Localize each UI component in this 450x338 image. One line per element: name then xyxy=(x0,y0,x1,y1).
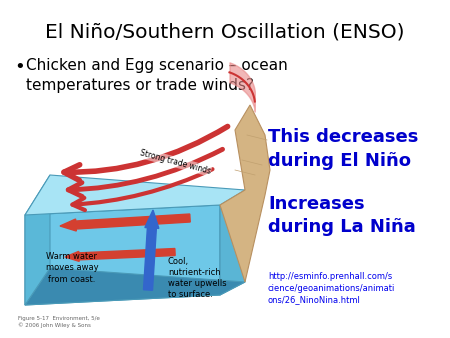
Text: Increases: Increases xyxy=(268,195,364,213)
Text: during El Niño: during El Niño xyxy=(268,152,411,170)
Polygon shape xyxy=(25,175,50,305)
Text: Chicken and Egg scenario – ocean
temperatures or trade winds?: Chicken and Egg scenario – ocean tempera… xyxy=(26,58,288,93)
Text: Strong trade winds: Strong trade winds xyxy=(139,148,212,176)
Polygon shape xyxy=(25,205,220,305)
Text: This decreases: This decreases xyxy=(268,128,418,146)
Polygon shape xyxy=(220,105,270,282)
Polygon shape xyxy=(25,175,245,215)
FancyArrow shape xyxy=(60,214,190,231)
Text: •: • xyxy=(14,58,25,76)
Polygon shape xyxy=(25,268,245,305)
Text: http://esminfo.prenhall.com/s
cience/geoanimations/animati
ons/26_NinoNina.html: http://esminfo.prenhall.com/s cience/geo… xyxy=(268,272,396,305)
Text: during La Niña: during La Niña xyxy=(268,218,416,236)
FancyArrow shape xyxy=(65,248,175,261)
Text: Figure 5-17  Environment, 5/e
© 2006 John Wiley & Sons: Figure 5-17 Environment, 5/e © 2006 John… xyxy=(18,316,100,328)
Polygon shape xyxy=(220,190,245,295)
Text: Cool,
nutrient-rich
water upwells
to surface.: Cool, nutrient-rich water upwells to sur… xyxy=(168,257,227,299)
FancyArrow shape xyxy=(144,210,159,290)
Text: El Niño/Southern Oscillation (ENSO): El Niño/Southern Oscillation (ENSO) xyxy=(45,22,405,41)
Text: Warm water
moves away
from coast.: Warm water moves away from coast. xyxy=(46,252,98,284)
